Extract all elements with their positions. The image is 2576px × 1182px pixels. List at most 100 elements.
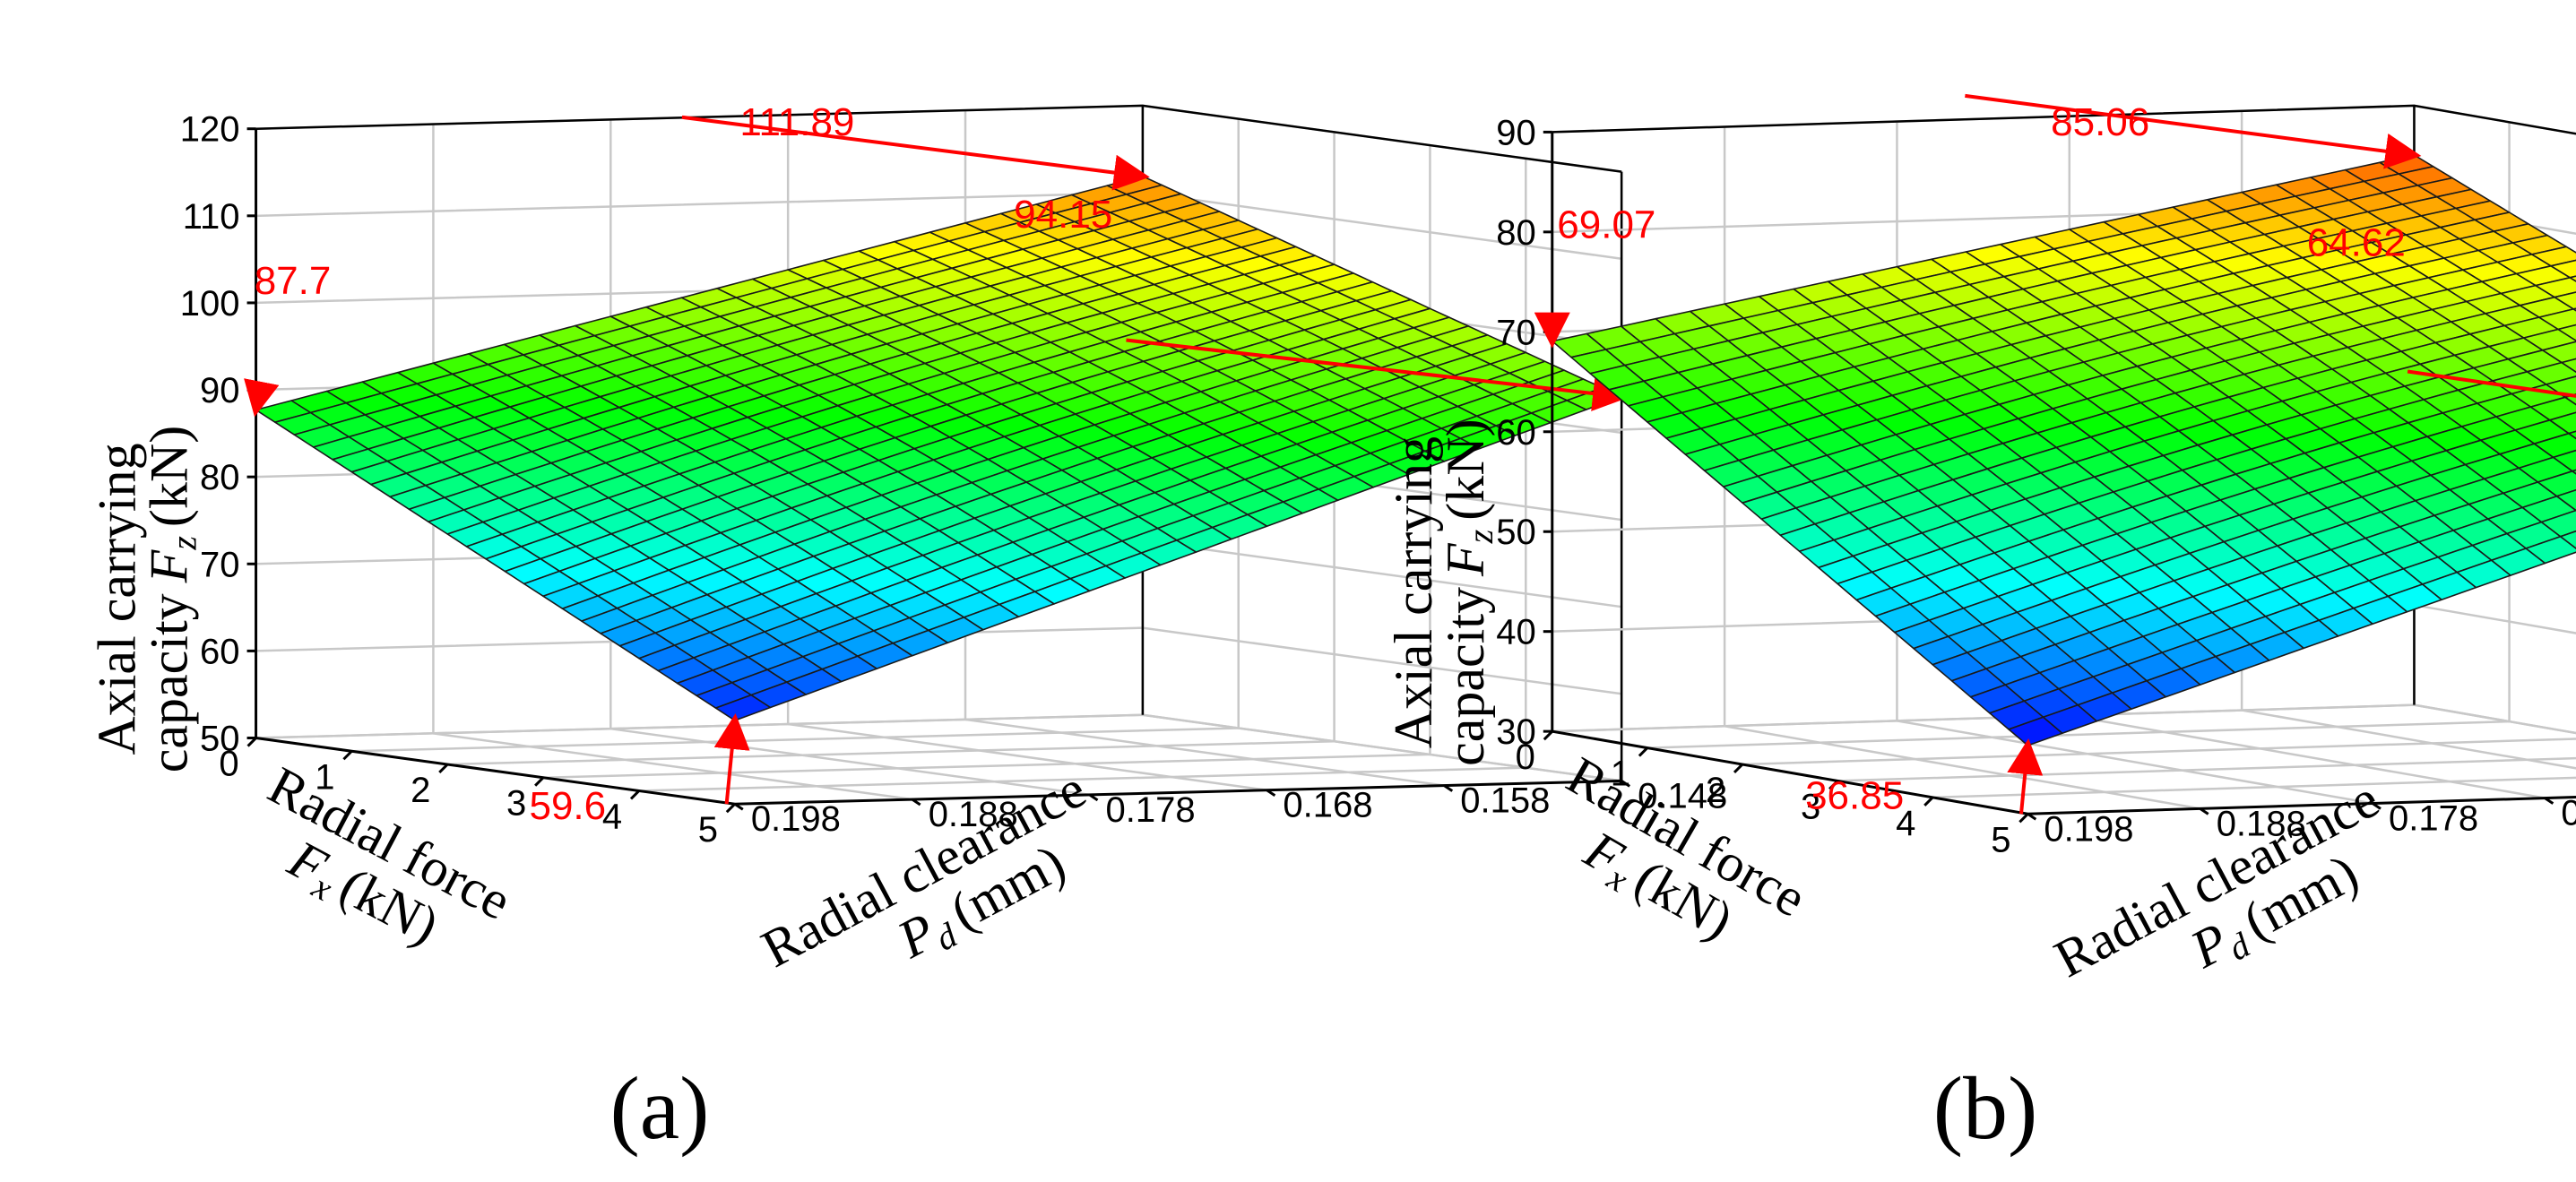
z-tick-label: 30 [1496,712,1536,752]
y-tick-mark [733,802,744,811]
x-tick-label: 4 [602,797,622,836]
y-tick-label: 0.178 [1106,790,1196,830]
floor-grid-x [543,753,1431,779]
z-title-sub: z [1460,529,1500,544]
x-axis-line [1552,729,2028,815]
floor-grid-y [1724,725,2200,810]
z-tick-label: 90 [200,371,240,410]
z-axis-title: Axial carryingcapacity Fz (kN) [88,426,204,772]
z-tick-label: 50 [200,720,240,759]
x-tick-mark [1828,780,1839,790]
z-tick-label: 60 [1496,413,1536,453]
z-tick-label: 70 [1496,313,1536,352]
y-axis-line [734,779,1622,806]
z-title-word: capacity [140,593,199,772]
y-tick-label: 0.198 [751,799,841,839]
x-tick-mark [1923,796,1934,807]
annotation-label: 69.07 [1557,203,1655,246]
annotation-label: 85.06 [2051,100,2149,144]
floor-grid-x [638,766,1526,792]
y-tick-label: 0.168 [2561,794,2576,833]
x-tick-mark [438,763,449,774]
x-tick-label: 3 [506,784,526,824]
x-tick-mark [246,737,257,747]
y-tick-mark [2027,813,2037,821]
floor-grid-x [1837,756,2576,782]
surface-cell [2559,530,2576,550]
panel-b-chart: 30 40 50 60 70 80 90 0 1 2 3 4 5 0.148 0.158 0.168 0.178… [1384,93,2576,988]
z-tick-label: 120 [180,110,240,150]
y-tick-mark [1266,789,1276,797]
floor-grid-y [610,727,1090,797]
floor-grid-x [447,739,1335,766]
floor-grid-y [2414,703,2576,735]
x-tick-mark [1733,763,1744,774]
y-tick-label: 0.168 [1283,786,1372,825]
y-tick-mark [2199,807,2209,815]
z-tick-label: 70 [200,545,240,584]
floor-grid-y [433,732,912,801]
y-axis-line [2027,796,2576,815]
y-tick-mark [1443,784,1454,792]
annotation-label: 111.89 [739,100,854,144]
annotation-label: 64.62 [2307,221,2406,265]
floor-grid-y [1142,713,1622,782]
y-tick-mark [2372,802,2382,810]
y-tick-mark [911,798,921,807]
y-tick-label: 0.158 [1460,781,1550,821]
z-tick-label: 60 [200,632,240,671]
x-tick-mark [1638,746,1648,757]
z-tick-label: 100 [180,284,240,324]
floor-grid-x [255,713,1143,739]
z-tick-label: 80 [1496,213,1536,253]
z-title-unit: (kN) [1436,418,1495,520]
z-title-var: F [140,548,199,583]
y-tick-label: 0.188 [2217,804,2306,843]
floor-grid-x [1742,738,2576,766]
annotation-label: 87.7 [255,259,332,303]
x-tick-label: 4 [1896,804,1915,843]
floor-grid-y [2069,714,2546,799]
x-tick-label: 5 [698,810,718,850]
z-title-var: F [1436,542,1495,577]
z-axis-title: Axial carryingcapacity Fz (kN) [1384,418,1500,765]
surface-cell [2561,358,2576,374]
y-tick-mark [1621,780,1630,788]
z-title-word: capacity [1436,587,1495,766]
z-title-line2: capacity Fz (kN) [140,426,204,772]
y-tick-label: 0.178 [2389,798,2478,838]
z-tick-label: 80 [200,458,240,497]
x-tick-mark [725,803,736,814]
x-tick-label: 2 [1706,771,1725,810]
z-title-unit: (kN) [140,426,199,527]
x-tick-label: 0 [219,745,238,784]
x-tick-mark [534,776,545,787]
x-tick-label: 5 [1991,820,2010,859]
annotation-arrow [681,115,1150,191]
annotation-label: 94.15 [1014,193,1112,237]
z-tick-label: 40 [1496,613,1536,652]
floor-grid-x [1552,703,2415,733]
y-tick-label: 0.188 [929,795,1018,834]
z-title-line1: Axial carrying [88,443,147,755]
x-tick-label: 1 [315,757,334,797]
annotation-label: 59.6 [529,784,606,828]
annotation-arrow [244,378,280,418]
zgrid-line [255,104,1622,173]
surface-mesh [255,175,1622,721]
annotation-arrow [2007,738,2044,815]
floor-grid-y [964,718,1445,787]
z-title-sub: z [164,536,204,551]
y-tick-mark [2544,797,2554,805]
floor-grid-y [1897,720,2373,805]
z-tick-label: 50 [1496,513,1536,552]
annotation-arrow [1126,338,1629,411]
x-tick-mark [342,750,353,761]
panel-label-b: (b) [1933,1058,2038,1158]
annotation-arrow [1965,93,2422,169]
x-tick-mark [629,789,641,800]
floor-grid-x [1647,720,2510,749]
annotation-label: 36.85 [1805,774,1904,818]
